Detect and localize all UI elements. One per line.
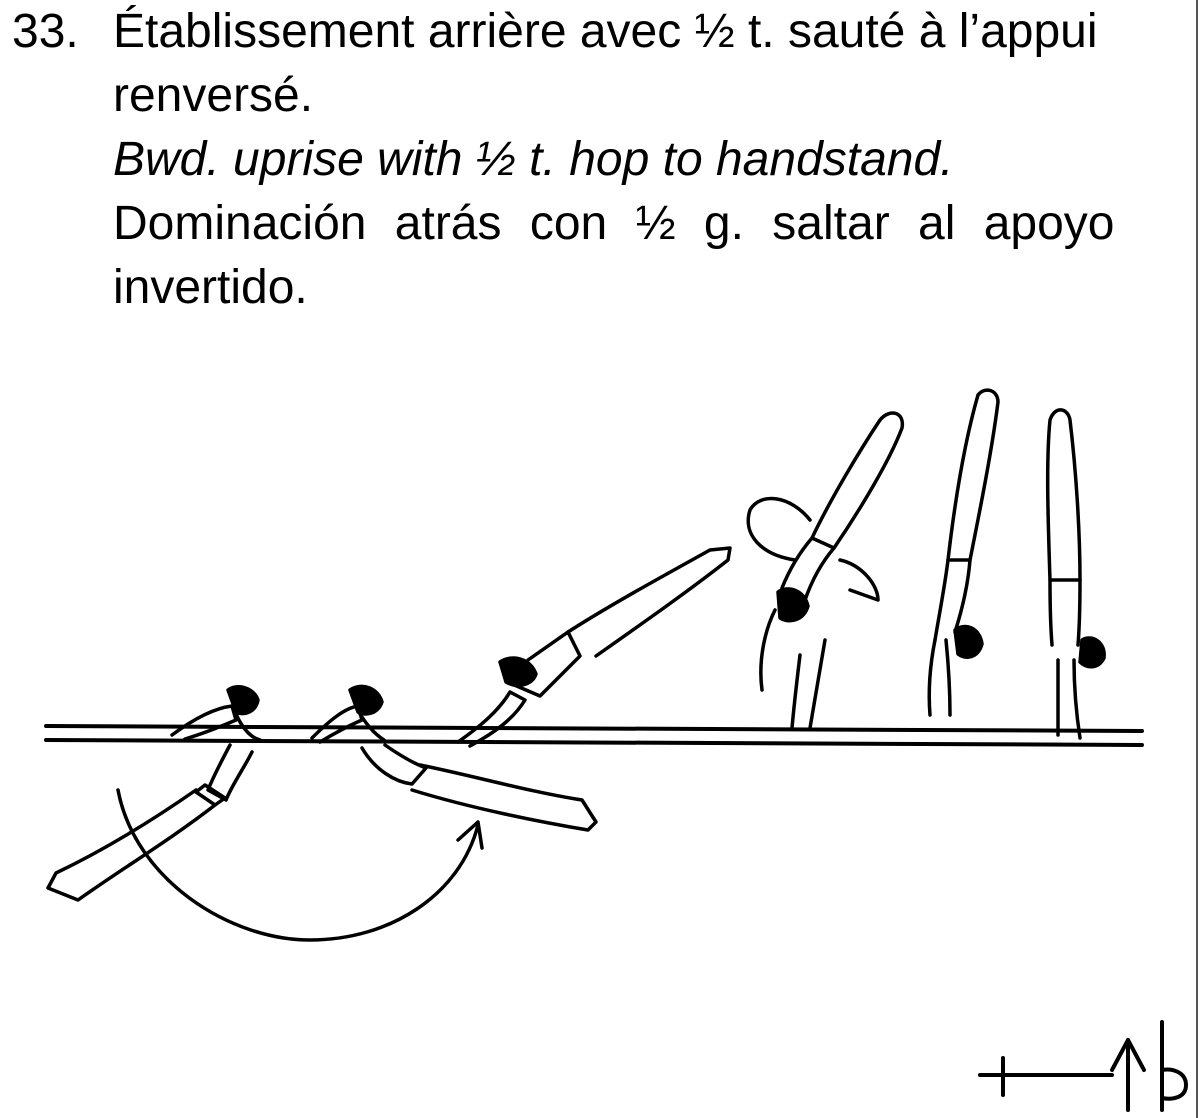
gymnast-figure-icon [927,388,1000,717]
element-number: 33. [12,5,79,58]
gymnast-figure-icon [746,411,905,730]
page-edge-divider [1196,0,1198,1118]
spanish-line-1: Dominación atrás con ½ g. saltar al apoy… [113,197,1115,250]
gymnast-figure-icon [456,546,732,748]
bar-line-icon [44,724,1144,747]
spanish-line-2: invertido. [113,261,308,314]
element-description: Établissement arrière avec ½ t. sauté à … [113,0,1198,320]
french-line-1: Établissement arrière avec ½ t. sauté à … [113,5,1098,58]
french-line-2: renversé. [113,69,314,122]
english-line: Bwd. uprise with ½ t. hop to handstand. [113,133,954,186]
rotation-arrow-icon [116,788,484,942]
gymnast-figure-icon [1045,408,1106,740]
gymnast-figure-icon [46,685,262,902]
symbol-notation-icon [978,1020,1188,1112]
gymnast-figure-icon [310,684,598,832]
